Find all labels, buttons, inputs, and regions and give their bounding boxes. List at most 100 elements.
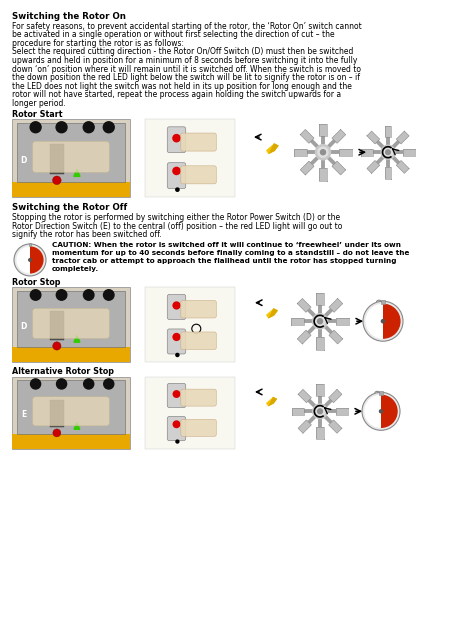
Bar	[50, 312, 64, 340]
Polygon shape	[339, 148, 351, 156]
Circle shape	[172, 301, 180, 310]
Circle shape	[172, 134, 180, 143]
Bar	[50, 145, 64, 174]
FancyBboxPatch shape	[167, 329, 185, 354]
Circle shape	[14, 244, 46, 276]
Polygon shape	[316, 427, 323, 439]
Circle shape	[103, 379, 114, 389]
Circle shape	[175, 353, 179, 357]
Text: tractor cab or attempt to approach the flailhead until the rotor has stopped tur: tractor cab or attempt to approach the f…	[52, 258, 396, 264]
Wedge shape	[380, 395, 397, 428]
Circle shape	[175, 440, 179, 444]
Text: Switching the Rotor Off: Switching the Rotor Off	[12, 204, 127, 212]
FancyBboxPatch shape	[180, 389, 216, 406]
Circle shape	[175, 188, 179, 192]
FancyBboxPatch shape	[167, 163, 185, 189]
Polygon shape	[331, 161, 345, 175]
Polygon shape	[265, 143, 278, 154]
Text: upwards and held in position for a minimum of 8 seconds before switching it into: upwards and held in position for a minim…	[12, 56, 357, 65]
Text: Stopping the rotor is performed by switching either the Rotor Power Switch (D) o: Stopping the rotor is performed by switc…	[12, 213, 339, 222]
Circle shape	[172, 420, 180, 428]
Circle shape	[317, 147, 327, 157]
Polygon shape	[297, 420, 311, 433]
Circle shape	[103, 122, 114, 132]
Circle shape	[30, 122, 41, 132]
Circle shape	[385, 150, 390, 154]
Circle shape	[362, 301, 402, 341]
Text: Rotor Start: Rotor Start	[12, 110, 62, 119]
Text: completely.: completely.	[52, 266, 99, 272]
Text: momentum for up to 40 seconds before finally coming to a standstill – do not lea: momentum for up to 40 seconds before fin…	[52, 250, 409, 256]
Circle shape	[52, 176, 61, 184]
Circle shape	[382, 148, 392, 157]
Bar	[12, 348, 130, 362]
Wedge shape	[16, 246, 30, 273]
Text: the LED does not light the switch was not held in its up position for long enoug: the LED does not light the switch was no…	[12, 81, 351, 91]
Polygon shape	[384, 125, 391, 137]
Text: the down position the red LED light below the switch will be lit to signify the : the down position the red LED light belo…	[12, 73, 359, 82]
Polygon shape	[297, 389, 311, 403]
Bar	[145, 120, 235, 198]
Polygon shape	[384, 167, 391, 179]
Polygon shape	[268, 143, 278, 154]
Circle shape	[379, 410, 382, 413]
Polygon shape	[297, 330, 310, 344]
Circle shape	[317, 409, 322, 413]
Text: Rotor Stop: Rotor Stop	[12, 278, 60, 287]
FancyBboxPatch shape	[167, 383, 185, 408]
Polygon shape	[316, 337, 323, 350]
FancyBboxPatch shape	[167, 417, 185, 441]
Bar	[145, 377, 235, 449]
Text: Alternative Rotor Stop: Alternative Rotor Stop	[12, 367, 114, 376]
Circle shape	[29, 259, 31, 261]
Bar	[17, 124, 125, 182]
Bar	[12, 377, 130, 449]
Text: D: D	[21, 156, 27, 164]
Circle shape	[53, 429, 61, 437]
Bar	[17, 380, 125, 435]
Polygon shape	[299, 161, 313, 175]
Circle shape	[56, 379, 66, 389]
Circle shape	[56, 290, 67, 300]
Circle shape	[30, 290, 41, 300]
Circle shape	[56, 122, 67, 132]
Polygon shape	[331, 129, 345, 143]
Polygon shape	[74, 170, 80, 177]
Text: rotor will not have started, repeat the process again holding the switch upwards: rotor will not have started, repeat the …	[12, 90, 341, 99]
Polygon shape	[366, 161, 379, 173]
Bar	[145, 287, 235, 362]
FancyBboxPatch shape	[32, 141, 109, 172]
FancyBboxPatch shape	[180, 300, 216, 318]
Polygon shape	[402, 149, 414, 156]
Polygon shape	[328, 420, 341, 433]
Polygon shape	[335, 408, 347, 415]
Circle shape	[314, 406, 324, 416]
Text: D: D	[21, 322, 27, 331]
Circle shape	[381, 319, 384, 323]
FancyBboxPatch shape	[180, 332, 216, 349]
FancyBboxPatch shape	[32, 308, 109, 339]
Wedge shape	[364, 395, 380, 428]
Circle shape	[320, 150, 325, 155]
Text: Switching the Rotor On: Switching the Rotor On	[12, 12, 125, 21]
Text: longer period.: longer period.	[12, 99, 65, 108]
Circle shape	[172, 333, 180, 341]
Circle shape	[31, 379, 41, 389]
Polygon shape	[267, 308, 277, 319]
Bar	[17, 291, 125, 348]
Polygon shape	[328, 389, 341, 403]
Polygon shape	[265, 397, 276, 406]
Polygon shape	[297, 298, 310, 312]
FancyBboxPatch shape	[180, 419, 216, 436]
Circle shape	[53, 342, 61, 350]
Polygon shape	[74, 423, 80, 429]
Circle shape	[361, 392, 399, 430]
FancyBboxPatch shape	[167, 294, 185, 319]
Polygon shape	[336, 317, 348, 325]
FancyBboxPatch shape	[32, 397, 109, 426]
Circle shape	[172, 166, 180, 175]
Wedge shape	[364, 303, 382, 339]
Text: down ‘on’ position where it will remain until it is switched off. When the switc: down ‘on’ position where it will remain …	[12, 65, 360, 74]
Text: be activated in a single operation or without first selecting the direction of c: be activated in a single operation or wi…	[12, 31, 334, 40]
Circle shape	[83, 379, 93, 389]
